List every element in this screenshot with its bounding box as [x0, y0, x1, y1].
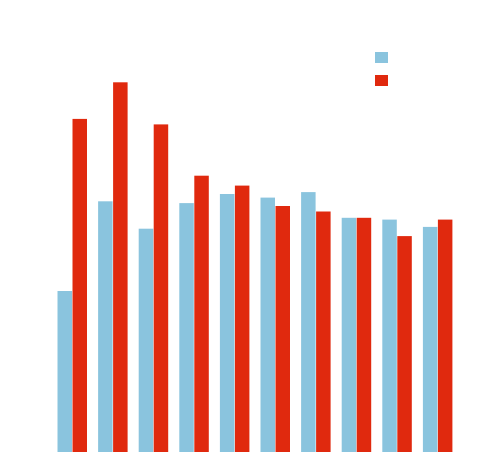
- bar-series-2-group-4: [194, 175, 209, 452]
- bar-series-1-group-2: [98, 201, 113, 452]
- bar-series-1-group-5: [219, 194, 235, 452]
- bar-series-1-group-4: [179, 203, 194, 452]
- legend-swatch-series-1: [375, 52, 388, 63]
- legend-swatch-series-2: [375, 75, 388, 86]
- bar-series-2-group-3: [153, 124, 169, 453]
- bar-series-2-group-5: [234, 185, 250, 452]
- bar-series-2-group-10: [437, 219, 453, 452]
- bar-series-2-group-1: [72, 118, 87, 453]
- bar-series-1-group-10: [422, 226, 438, 452]
- legend: [375, 52, 388, 86]
- bar-series-2-group-7: [316, 211, 331, 452]
- bar-series-2-group-8: [356, 217, 372, 452]
- bar-series-1-group-8: [341, 217, 357, 452]
- bar-series-1-group-9: [382, 219, 397, 452]
- bar-series-2-group-2: [113, 82, 128, 453]
- bar-series-1-group-3: [138, 228, 154, 452]
- bar-series-2-group-9: [397, 236, 412, 452]
- bar-series-2-group-6: [275, 206, 290, 452]
- bar-series-1-group-7: [301, 192, 316, 452]
- bar-series-1-group-6: [260, 197, 275, 452]
- bars-group: [57, 82, 453, 453]
- bar-series-1-group-1: [57, 291, 72, 452]
